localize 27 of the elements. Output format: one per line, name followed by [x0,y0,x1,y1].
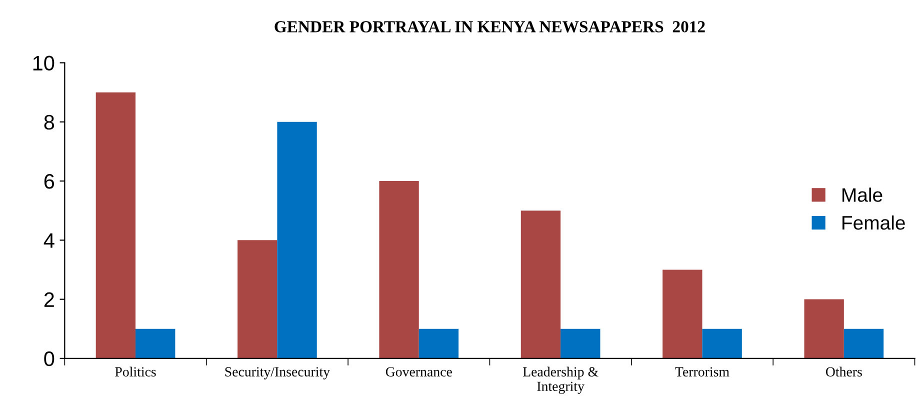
bar [844,328,884,358]
bar [238,240,278,358]
bar [702,328,742,358]
x-tick-label: Security/Insecurity [225,367,330,380]
y-tick-label: 0 [44,351,54,366]
legend-label: Male [842,188,882,202]
bar [560,328,600,358]
bar [277,122,317,358]
bar [96,92,136,358]
x-tick-label: Politics [115,366,156,377]
y-tick-label: 10 [33,56,54,71]
bar [662,270,702,358]
y-tick-label: 4 [44,233,54,248]
bar [520,210,561,358]
legend-label: Female [842,215,905,230]
y-tick-label: 8 [44,114,54,130]
y-tick-label: 6 [44,174,54,189]
chart-title: GENDER PORTRAYAL IN KENYA NEWSAPAPERS 2012 [274,21,705,32]
bar [379,181,419,358]
x-tick-label: Others [826,366,862,377]
y-tick-label: 2 [44,292,54,307]
bar [804,299,844,358]
x-tick-label: Governance [386,367,452,377]
bar [418,328,459,358]
x-tick-label: Terrorism [675,367,730,377]
x-tick-label: Leadership & Integrity [522,366,598,394]
bar [136,328,176,358]
